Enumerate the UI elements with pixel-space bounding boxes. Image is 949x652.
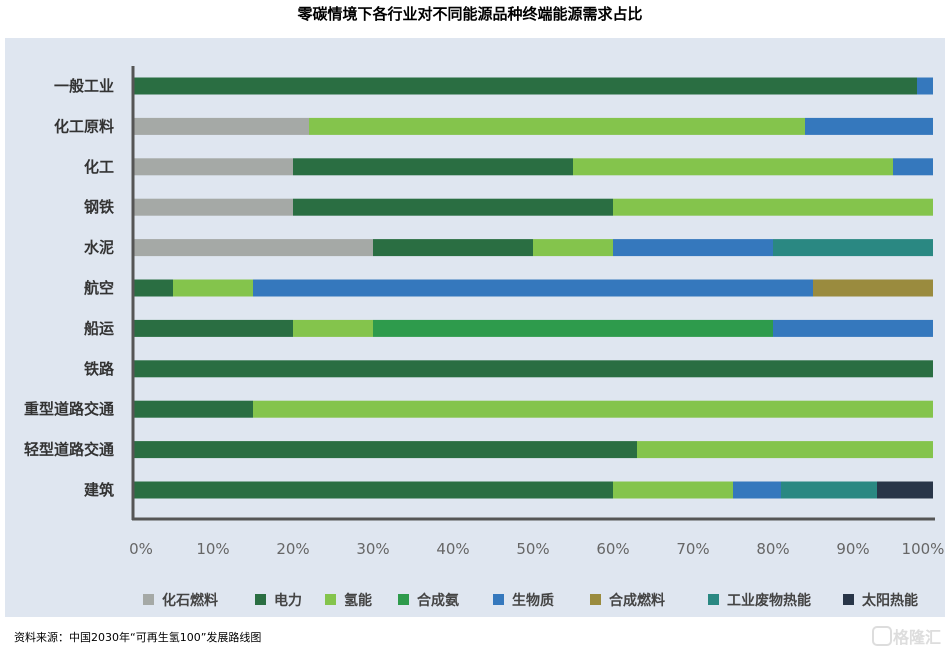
x-tick-label: 50% xyxy=(516,540,549,558)
chart-title: 零碳情境下各行业对不同能源品种终端能源需求占比 xyxy=(296,5,642,23)
bar-segment xyxy=(293,198,613,216)
legend-item: 电力 xyxy=(255,592,302,609)
watermark-logo: 格隆汇 xyxy=(872,626,941,647)
legend-item: 化石燃料 xyxy=(143,592,218,609)
bar-segment xyxy=(637,441,933,459)
x-tick-label: 90% xyxy=(836,540,869,558)
bar-segment xyxy=(373,319,773,337)
x-tick-label: 80% xyxy=(756,540,789,558)
category-label: 轻型道路交通 xyxy=(24,441,114,459)
bar-segment xyxy=(133,158,293,176)
bar-segment xyxy=(253,279,813,297)
bar-segment xyxy=(781,481,877,499)
legend-swatch xyxy=(325,594,336,605)
bar-segment xyxy=(133,198,293,216)
category-label: 化工 xyxy=(84,158,114,176)
x-tick-label: 100% xyxy=(902,540,945,558)
x-tick-label: 30% xyxy=(356,540,389,558)
legend-swatch xyxy=(143,594,154,605)
bar-segment xyxy=(613,239,773,257)
category-label: 船运 xyxy=(84,319,114,337)
legend-label: 太阳热能 xyxy=(862,592,918,609)
bar-segment xyxy=(805,117,933,135)
bar-segment xyxy=(133,239,373,257)
x-tick-label: 70% xyxy=(676,540,709,558)
bar-segment xyxy=(613,198,933,216)
bar-segment xyxy=(309,117,805,135)
svg-text:格隆汇: 格隆汇 xyxy=(893,628,941,647)
bar-segment xyxy=(133,441,637,459)
legend-swatch xyxy=(255,594,266,605)
legend-swatch xyxy=(398,594,409,605)
legend-item: 太阳热能 xyxy=(843,592,918,609)
legend-swatch xyxy=(708,594,719,605)
x-tick-label: 10% xyxy=(196,540,229,558)
bar-segment xyxy=(893,158,933,176)
bar-segment xyxy=(133,117,309,135)
bar-segment xyxy=(133,481,613,499)
bar-segment xyxy=(813,279,933,297)
legend-item: 工业废物热能 xyxy=(708,592,811,609)
legend-swatch xyxy=(590,594,601,605)
category-label: 水泥 xyxy=(84,239,114,257)
bar-segment xyxy=(773,239,933,257)
bar-segment xyxy=(173,279,253,297)
bar-segment xyxy=(293,319,373,337)
bar-segment xyxy=(573,158,893,176)
category-label: 重型道路交通 xyxy=(24,400,114,418)
category-label: 一般工业 xyxy=(54,77,114,95)
legend-item: 氢能 xyxy=(325,592,372,609)
bar-segment xyxy=(133,279,173,297)
legend-swatch xyxy=(493,594,504,605)
category-label: 航空 xyxy=(84,279,114,297)
x-tick-label: 40% xyxy=(436,540,469,558)
legend-label: 电力 xyxy=(274,592,302,609)
category-label: 钢铁 xyxy=(84,198,114,216)
legend-item: 合成氨 xyxy=(398,592,459,609)
x-tick-label: 60% xyxy=(596,540,629,558)
bar-segment xyxy=(253,400,933,418)
category-label: 化工原料 xyxy=(54,117,114,135)
legend-swatch xyxy=(843,594,854,605)
bar-segment xyxy=(613,481,733,499)
source-note: 资料来源：中国2030年“可再生氢100”发展路线图 xyxy=(14,630,261,644)
bar-segment xyxy=(133,360,933,378)
legend-label: 工业废物热能 xyxy=(727,592,811,609)
bar-segment xyxy=(917,77,933,95)
legend-item: 生物质 xyxy=(493,592,554,609)
bar-segment xyxy=(373,239,533,257)
bar-segment xyxy=(133,77,917,95)
legend-label: 生物质 xyxy=(512,592,554,609)
category-label: 建筑 xyxy=(84,481,114,499)
bar-segment xyxy=(293,158,573,176)
x-tick-label: 20% xyxy=(276,540,309,558)
legend-label: 合成燃料 xyxy=(609,592,665,609)
bar-segment xyxy=(133,319,293,337)
legend-item: 合成燃料 xyxy=(590,592,665,609)
bar-segment xyxy=(877,481,933,499)
bar-segment xyxy=(773,319,933,337)
bar-segment xyxy=(533,239,613,257)
category-label: 铁路 xyxy=(84,360,115,378)
legend-label: 合成氨 xyxy=(417,592,459,609)
bar-segment xyxy=(733,481,781,499)
bar-segment xyxy=(133,400,253,418)
legend-label: 化石燃料 xyxy=(162,592,218,609)
x-tick-label: 0% xyxy=(129,540,153,558)
legend-label: 氢能 xyxy=(344,592,372,609)
